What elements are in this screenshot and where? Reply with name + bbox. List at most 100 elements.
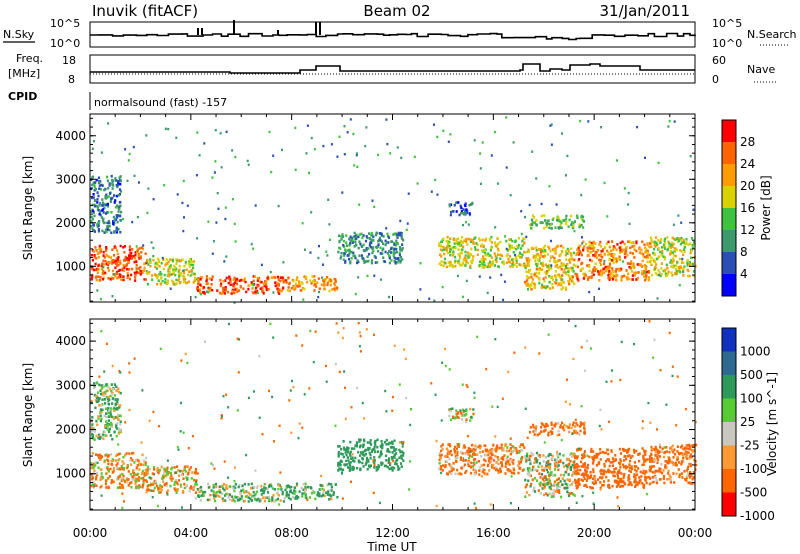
echo-cell: [305, 275, 308, 279]
echo-cell: [644, 156, 646, 159]
echo-cell: [499, 253, 502, 257]
echo-cell: [647, 270, 650, 273]
echo-cell: [101, 433, 104, 437]
echo-cell: [111, 402, 114, 405]
echo-cell: [539, 221, 542, 225]
echo-cell: [520, 457, 523, 461]
echo-cell: [628, 262, 632, 265]
echo-cell: [225, 255, 228, 258]
echo-cell: [129, 251, 132, 255]
echo-cell: [532, 453, 535, 456]
echo-cell: [282, 280, 285, 284]
echo-cell: [549, 255, 552, 258]
echo-cell: [571, 268, 574, 272]
echo-cell: [674, 267, 678, 271]
echo-cell: [400, 156, 403, 160]
echo-cell: [191, 487, 194, 490]
echo-cell: [556, 273, 559, 277]
echo-cell: [514, 447, 517, 450]
echo-cell: [655, 481, 659, 485]
echo-cell: [115, 249, 119, 252]
echo-cell: [521, 443, 525, 447]
echo-cell: [678, 270, 681, 274]
echo-cell: [303, 287, 306, 291]
echo-cell: [683, 452, 686, 456]
echo-cell: [581, 456, 584, 460]
echo-cell: [359, 242, 362, 246]
echo-cell: [240, 497, 243, 500]
echo-cell: [221, 497, 224, 500]
echo-cell: [478, 263, 481, 267]
echo-cell: [541, 468, 544, 472]
echo-cell: [560, 244, 563, 248]
echo-cell: [583, 245, 586, 248]
echo-cell: [680, 250, 683, 253]
echo-cell: [497, 458, 500, 462]
echo-cell: [663, 243, 666, 246]
echo-cell: [641, 482, 644, 485]
echo-cell: [654, 271, 657, 275]
echo-cell: [524, 456, 527, 459]
echo-cell: [465, 220, 467, 224]
echo-cell: [98, 180, 101, 184]
echo-cell: [370, 259, 374, 262]
echo-cell: [665, 450, 668, 453]
echo-cell: [638, 263, 641, 267]
echo-cell: [462, 465, 465, 468]
echo-cell: [677, 214, 680, 217]
echo-cell: [160, 261, 163, 265]
echo-cell: [564, 253, 567, 257]
echo-cell: [570, 247, 573, 250]
echo-cell: [451, 263, 454, 267]
echo-cell: [628, 463, 631, 466]
echo-cell: [334, 278, 337, 281]
echo-cell: [539, 492, 542, 495]
echo-cell: [567, 462, 570, 466]
echo-cell: [470, 415, 473, 419]
echo-cell: [137, 459, 140, 462]
echo-cell: [525, 483, 528, 487]
colorbar-tick-label: 20: [740, 179, 755, 193]
echo-cell: [463, 444, 466, 447]
echo-cell: [476, 248, 479, 252]
echo-cell: [253, 390, 255, 393]
echo-cell: [613, 246, 616, 249]
echo-cell: [294, 497, 297, 500]
echo-cell: [517, 237, 520, 240]
echo-cell: [109, 434, 112, 437]
cpid-label: CPID: [8, 90, 37, 103]
echo-cell: [107, 406, 110, 410]
echo-cell: [556, 452, 559, 455]
echo-cell: [495, 461, 498, 464]
echo-cell: [90, 196, 94, 200]
echo-cell: [224, 217, 227, 221]
echo-cell: [579, 421, 582, 424]
echo-cell: [318, 244, 320, 248]
echo-cell: [520, 247, 523, 250]
echo-cell: [505, 116, 508, 119]
echo-cell: [662, 269, 665, 273]
echo-cell: [530, 284, 533, 287]
echo-cell: [575, 456, 578, 460]
echo-cell: [381, 248, 384, 252]
echo-cell: [638, 476, 641, 479]
echo-cell: [292, 279, 295, 283]
echo-cell: [117, 260, 120, 263]
echo-cell: [464, 256, 467, 259]
echo-cell: [512, 141, 515, 144]
echo-cell: [233, 284, 236, 288]
echo-cell: [543, 280, 546, 283]
echo-cell: [588, 244, 591, 247]
echo-cell: [582, 226, 585, 229]
echo-cell: [646, 251, 649, 255]
echo-cell: [258, 280, 261, 284]
echo-cell: [304, 489, 307, 492]
echo-cell: [244, 495, 248, 498]
echo-cell: [667, 469, 670, 473]
echo-cell: [569, 483, 572, 487]
echo-cell: [487, 453, 490, 457]
echo-cell: [529, 459, 532, 463]
echo-cell: [603, 260, 606, 263]
echo-cell: [253, 498, 257, 501]
echo-cell: [680, 452, 683, 455]
